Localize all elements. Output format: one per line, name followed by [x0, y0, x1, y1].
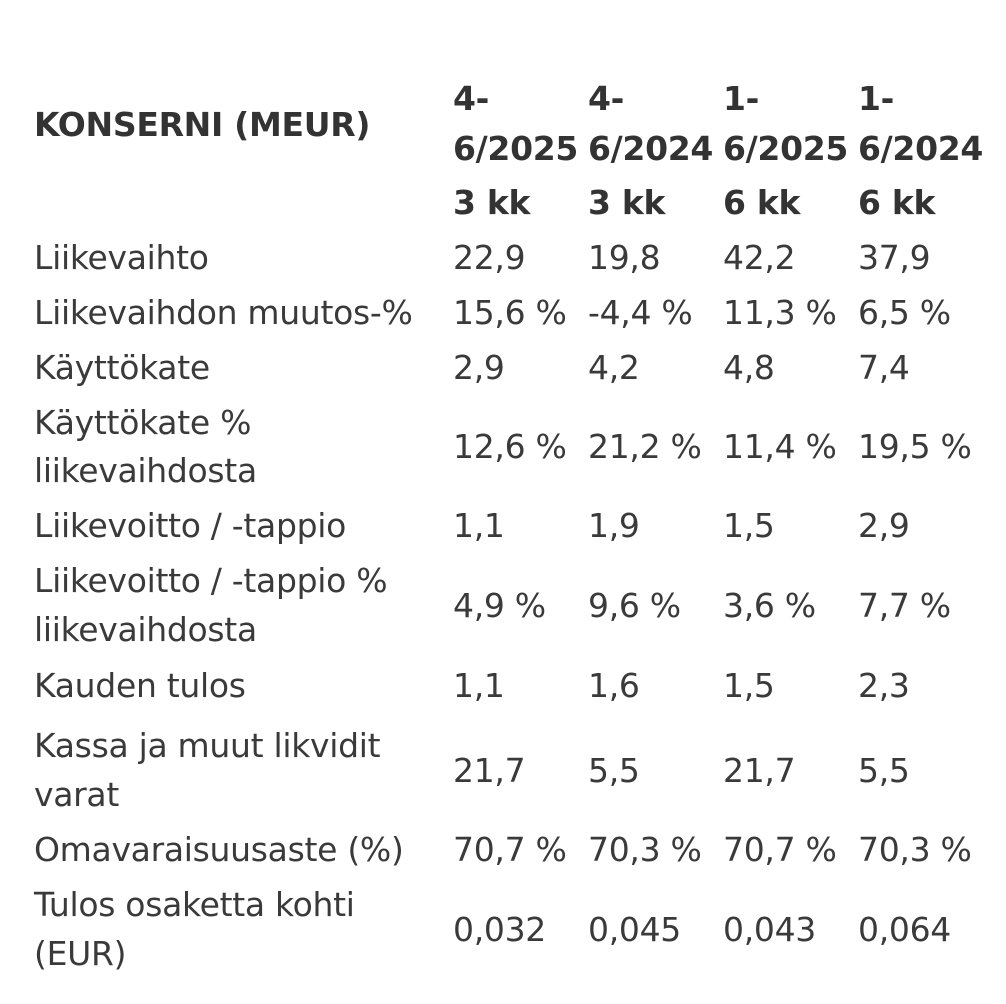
- column-header-2-line2: 6/2024: [588, 129, 714, 168]
- table-cell: 1,5: [723, 506, 775, 545]
- column-header-4-line2: 6/2024: [858, 129, 984, 168]
- table-cell: 70,7 %: [453, 830, 567, 869]
- table-cell: 21,7: [723, 751, 796, 790]
- table-cell: 11,3 %: [723, 293, 837, 332]
- table-cell: 0,032: [453, 910, 546, 949]
- row-label-tulos-osaketta-line2: (EUR): [34, 934, 127, 973]
- table-cell: 4,2: [588, 348, 640, 387]
- row-label-liikevoitto-pct-line2: liikevaihdosta: [34, 610, 257, 649]
- table-cell: 12,6 %: [453, 427, 567, 466]
- column-header-4-line1: 1-: [858, 79, 895, 118]
- table-cell: 5,5: [588, 751, 640, 790]
- table-cell: 1,5: [723, 666, 775, 705]
- table-cell: 22,9: [453, 238, 526, 277]
- column-header-3-line3: 6 kk: [723, 183, 801, 222]
- table-cell: 6,5 %: [858, 293, 951, 332]
- row-label-kassa-line2: varat: [34, 775, 119, 814]
- table-cell: 0,064: [858, 910, 951, 949]
- row-label-tulos-osaketta-line1: Tulos osaketta kohti: [34, 885, 355, 924]
- table-cell: 3,6 %: [723, 586, 816, 625]
- column-header-1-line2: 6/2025: [453, 129, 579, 168]
- table-cell: 0,045: [588, 910, 681, 949]
- row-label-kayttokate: Käyttökate: [34, 348, 210, 387]
- table-cell: -4,4 %: [588, 293, 693, 332]
- column-header-2-line1: 4-: [588, 79, 625, 118]
- column-header-3-line1: 1-: [723, 79, 760, 118]
- column-header-4-line3: 6 kk: [858, 183, 936, 222]
- table-title: KONSERNI (MEUR): [34, 105, 371, 144]
- table-cell: 11,4 %: [723, 427, 837, 466]
- table-cell: 70,3 %: [858, 830, 972, 869]
- table-cell: 7,4: [858, 348, 910, 387]
- table-cell: 19,5 %: [858, 427, 972, 466]
- table-cell: 15,6 %: [453, 293, 567, 332]
- column-header-1-line3: 3 kk: [453, 183, 531, 222]
- table-cell: 42,2: [723, 238, 796, 277]
- table-cell: 9,6 %: [588, 586, 681, 625]
- table-cell: 0,043: [723, 910, 816, 949]
- table-cell: 21,7: [453, 751, 526, 790]
- row-label-liikevoitto: Liikevoitto / -tappio: [34, 506, 347, 545]
- row-label-kauden-tulos: Kauden tulos: [34, 666, 246, 705]
- table-cell: 4,9 %: [453, 586, 546, 625]
- column-header-1-line1: 4-: [453, 79, 490, 118]
- row-label-liikevaihto: Liikevaihto: [34, 238, 209, 277]
- column-header-2-line3: 3 kk: [588, 183, 666, 222]
- table-cell: 7,7 %: [858, 586, 951, 625]
- table-cell: 1,9: [588, 506, 640, 545]
- table-cell: 70,7 %: [723, 830, 837, 869]
- table-cell: 19,8: [588, 238, 661, 277]
- table-cell: 70,3 %: [588, 830, 702, 869]
- table-cell: 37,9: [858, 238, 931, 277]
- table-cell: 1,1: [453, 506, 505, 545]
- table-cell: 1,6: [588, 666, 640, 705]
- row-label-kayttokate-pct-line1: Käyttökate %: [34, 403, 252, 442]
- column-header-3-line2: 6/2025: [723, 129, 849, 168]
- table-cell: 2,3: [858, 666, 910, 705]
- table-cell: 2,9: [453, 348, 505, 387]
- row-label-liikevoitto-pct-line1: Liikevoitto / -tappio %: [34, 561, 388, 600]
- table-cell: 2,9: [858, 506, 910, 545]
- table-cell: 4,8: [723, 348, 775, 387]
- row-label-liikevaihdon-muutos: Liikevaihdon muutos-%: [34, 293, 413, 332]
- row-label-omavaraisuusaste: Omavaraisuusaste (%): [34, 830, 404, 869]
- table-cell: 21,2 %: [588, 427, 702, 466]
- table-cell: 1,1: [453, 666, 505, 705]
- table-cell: 5,5: [858, 751, 910, 790]
- row-label-kayttokate-pct-line2: liikevaihdosta: [34, 451, 257, 490]
- row-label-kassa-line1: Kassa ja muut likvidit: [34, 726, 381, 765]
